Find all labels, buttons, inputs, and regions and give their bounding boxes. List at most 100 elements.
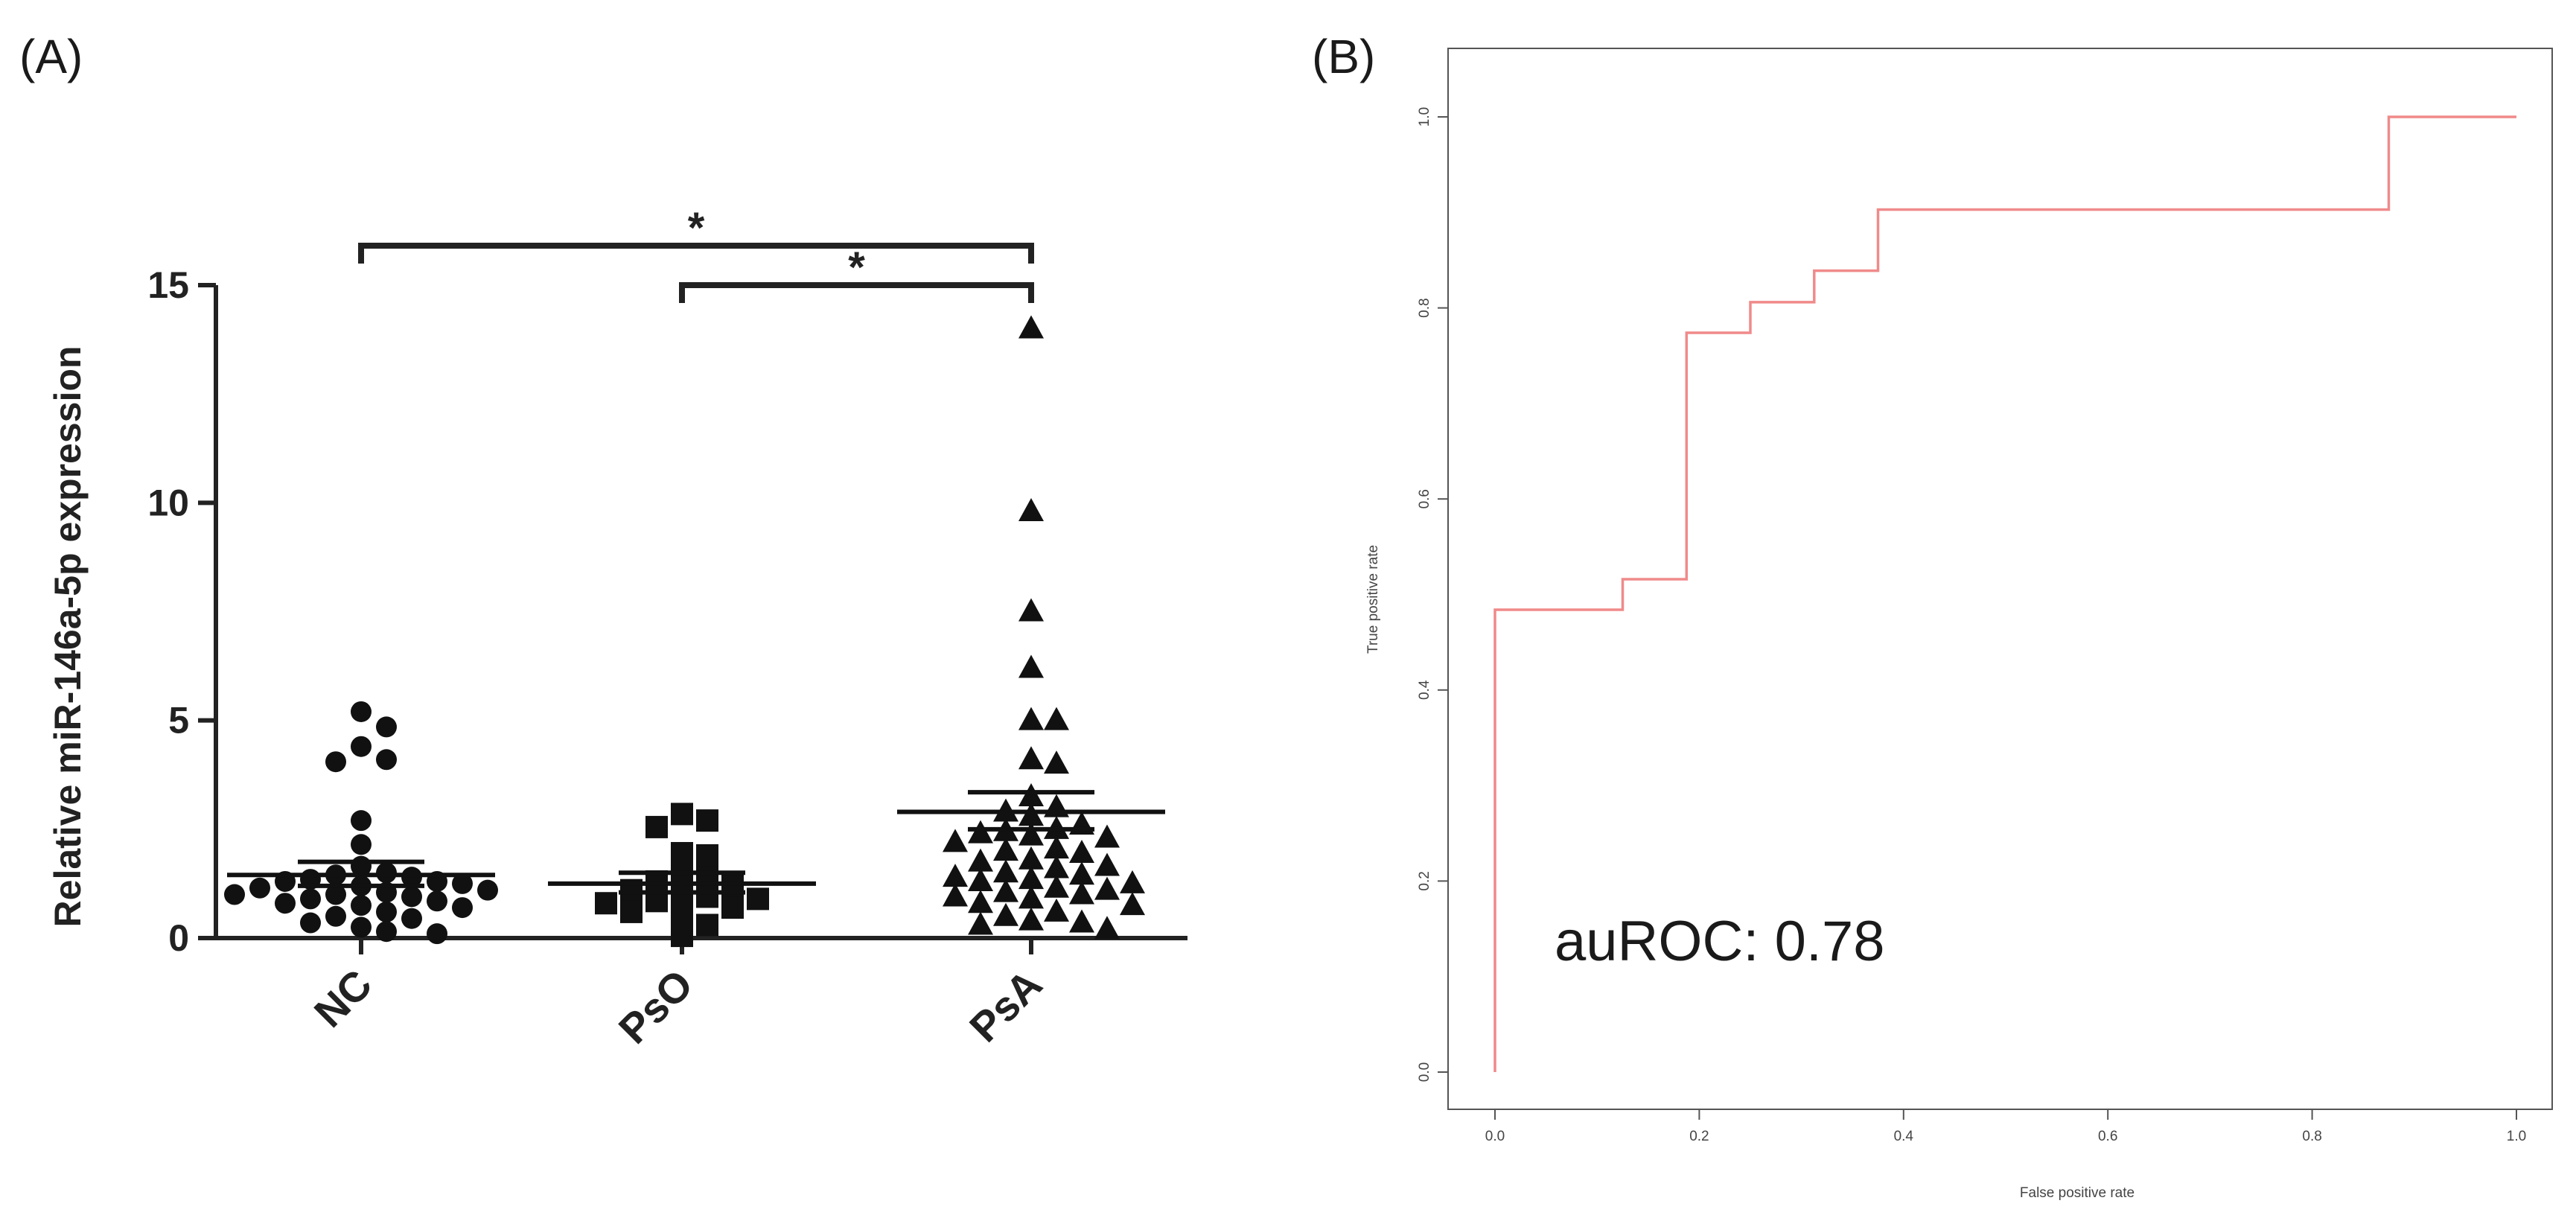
roc-x-tick-label: 1.0 — [2507, 1129, 2526, 1144]
roc-x-axis-label: False positive rate — [2020, 1185, 2135, 1201]
nc-data-point — [325, 905, 346, 927]
roc-x-ticks: 0.0 0.2 0.4 0.6 0.8 1.0 — [1485, 1109, 2526, 1144]
roc-x-tick-label: 0.2 — [1689, 1129, 1709, 1144]
psa-data-point — [943, 883, 968, 907]
nc-data-point — [325, 884, 346, 905]
psa-data-point — [1069, 881, 1094, 905]
roc-plot-border — [1447, 48, 2553, 1110]
psa-data-point — [1018, 598, 1044, 622]
significance-bracket — [679, 282, 1034, 303]
pso-data-point — [671, 803, 693, 826]
panel-b-label: (B) — [1312, 30, 1375, 83]
nc-data-point — [376, 749, 397, 771]
roc-y-tick-label: 0.2 — [1417, 871, 1432, 890]
roc-y-tick-label: 0.6 — [1417, 489, 1432, 508]
roc-curve — [1493, 115, 2516, 1072]
roc-plot-frame — [1447, 48, 2553, 1110]
nc-data-point — [376, 716, 397, 738]
scatter-category-label: NC — [305, 960, 381, 1036]
roc-x-tick-label: 0.8 — [2302, 1129, 2321, 1144]
psa-data-point — [968, 890, 993, 914]
scatter-points — [224, 315, 1145, 948]
roc-y-tick-label: 0.0 — [1417, 1062, 1432, 1082]
psa-data-point — [1094, 876, 1120, 900]
scatter-y-ticks: 0 5 10 15 — [147, 264, 216, 959]
roc-y-tick-label: 1.0 — [1417, 107, 1432, 127]
nc-data-point — [452, 897, 473, 919]
psa-data-point — [1069, 909, 1094, 933]
nc-data-point — [351, 736, 372, 757]
pso-data-point — [671, 925, 693, 948]
psa-data-point — [1018, 654, 1044, 678]
nc-data-point — [427, 890, 447, 912]
pso-data-point — [671, 841, 693, 864]
roc-y-tick-label: 0.4 — [1417, 680, 1432, 700]
roc-curve-group — [1493, 115, 2516, 1072]
psa-data-point — [1018, 907, 1044, 931]
roc-x-tick-label: 0.4 — [1894, 1129, 1914, 1144]
psa-data-point — [1120, 892, 1145, 916]
roc-x-tick-label: 0.0 — [1485, 1129, 1505, 1144]
psa-data-point — [1120, 870, 1145, 893]
psa-data-point — [1044, 855, 1069, 879]
psa-data-point — [993, 859, 1018, 883]
nc-data-point — [376, 901, 397, 922]
nc-data-point — [224, 884, 245, 905]
pso-data-point — [645, 815, 668, 838]
roc-y-ticks: 0.0 0.2 0.4 0.6 0.8 1.0 — [1417, 107, 1448, 1082]
pso-data-point — [747, 887, 769, 911]
roc-y-tick-label: 0.8 — [1417, 298, 1432, 317]
nc-data-point — [249, 877, 270, 899]
scatter-y-tick-label: 5 — [168, 700, 189, 742]
pso-data-point — [696, 914, 718, 937]
pso-data-point — [696, 885, 718, 908]
nc-data-point — [275, 893, 296, 914]
psa-data-point — [993, 838, 1018, 861]
nc-data-point — [351, 916, 372, 938]
psa-data-point — [1044, 874, 1069, 898]
nc-data-point — [351, 810, 372, 832]
psa-data-point — [1018, 846, 1044, 870]
psa-data-point — [1018, 315, 1044, 339]
nc-data-point — [427, 923, 447, 945]
scatter-category-label: PsO — [610, 960, 702, 1053]
psa-data-point — [1018, 866, 1044, 890]
scatter-y-tick-label: 10 — [147, 482, 189, 523]
pso-data-point — [721, 896, 744, 919]
psa-data-point — [993, 879, 1018, 902]
psa-data-point — [1069, 839, 1094, 863]
nc-data-point — [351, 895, 372, 916]
scatter-panel: 0 5 10 15 Relative miR-146a-5p expression N… — [47, 204, 1187, 1053]
scatter-y-tick-label: 15 — [147, 264, 189, 306]
psa-data-point — [1044, 898, 1069, 922]
significance-brackets: ** — [358, 204, 1034, 303]
significance-star: * — [848, 243, 865, 292]
scatter-category-labels: NC PsO PsA — [305, 938, 1051, 1053]
psa-data-point — [1044, 750, 1069, 774]
psa-data-point — [1018, 707, 1044, 730]
nc-data-point — [376, 921, 397, 943]
nc-data-point — [300, 888, 321, 910]
pso-data-point — [696, 844, 718, 867]
pso-data-point — [620, 900, 643, 923]
psa-data-point — [968, 867, 993, 891]
psa-data-point — [1018, 885, 1044, 909]
pso-data-point — [671, 905, 693, 928]
nc-data-point — [351, 701, 372, 722]
nc-data-point — [401, 908, 422, 929]
psa-data-point — [1018, 746, 1044, 770]
psa-data-point — [943, 829, 968, 852]
panel-a-label: (A) — [19, 30, 83, 83]
nc-data-point — [300, 912, 321, 934]
nc-data-point — [477, 879, 498, 901]
auroc-annotation: auROC: 0.78 — [1555, 910, 1885, 973]
psa-data-point — [1069, 861, 1094, 885]
pso-data-point — [595, 892, 617, 915]
psa-data-point — [1018, 498, 1044, 522]
psa-data-point — [1044, 707, 1069, 730]
psa-data-point — [1094, 916, 1120, 940]
psa-data-point — [1094, 824, 1120, 848]
scatter-y-tick-label: 0 — [168, 917, 189, 959]
scatter-y-axis-label: Relative miR-146a-5p expression — [47, 346, 89, 928]
